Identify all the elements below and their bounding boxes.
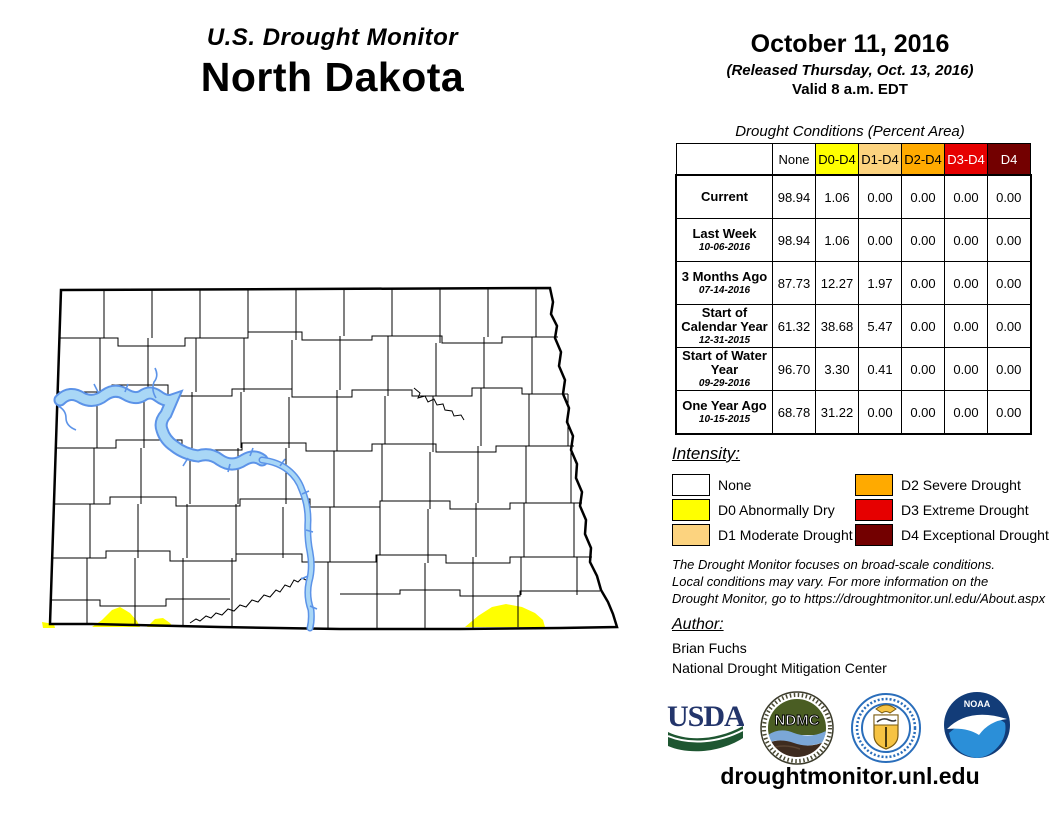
table-cell: 3.30 bbox=[815, 347, 859, 391]
noaa-logo: NOAA bbox=[944, 692, 1010, 758]
table-cell: 68.78 bbox=[772, 390, 816, 435]
table-cell: 0.00 bbox=[944, 390, 988, 435]
legend-grid: None D0 Abnormally Dry D1 Moderate Droug… bbox=[672, 472, 1049, 547]
disclaimer-text: The Drought Monitor focuses on broad-sca… bbox=[672, 557, 1046, 606]
table-cell: 0.00 bbox=[944, 347, 988, 391]
table-cell: 98.94 bbox=[772, 174, 816, 219]
intensity-legend: Intensity: None D0 Abnormally Dry D1 Mod… bbox=[672, 444, 1049, 547]
table-header-row: None D0-D4 D1-D4 D2-D4 D3-D4 D4 bbox=[675, 143, 1031, 176]
table-cell: 0.00 bbox=[987, 304, 1032, 348]
table-cell: 0.00 bbox=[987, 347, 1032, 391]
north-dakota-drought-map bbox=[42, 286, 619, 632]
table-cell: 0.00 bbox=[858, 390, 902, 435]
author-heading: Author: bbox=[672, 616, 724, 633]
table-cell: 96.70 bbox=[772, 347, 816, 391]
title-block: U.S. Drought Monitor North Dakota bbox=[40, 24, 625, 101]
table-row: Last Week 10-06-2016 98.94 1.06 0.00 0.00… bbox=[675, 218, 1032, 262]
page-title: North Dakota bbox=[200, 54, 465, 100]
river-lake-water bbox=[53, 367, 318, 632]
table-cell: 0.00 bbox=[858, 218, 902, 262]
table-cell: 0.00 bbox=[901, 174, 945, 219]
table-cell: 0.41 bbox=[858, 347, 902, 391]
table-cell: 1.06 bbox=[815, 174, 859, 219]
d0-swatch bbox=[672, 498, 710, 521]
report-date: October 11, 2016 bbox=[750, 30, 950, 58]
county-boundaries bbox=[52, 288, 600, 629]
table-cell: 5.47 bbox=[858, 304, 902, 348]
table-row: One Year Ago 10-15-2015 68.78 31.22 0.00 … bbox=[675, 390, 1032, 435]
none-swatch bbox=[672, 473, 710, 496]
table-cell: 0.00 bbox=[901, 390, 945, 435]
website-url: droughtmonitor.unl.edu bbox=[720, 763, 980, 789]
column-header-d3d4: D3-D4 bbox=[944, 143, 988, 176]
column-header-d4: D4 bbox=[987, 143, 1031, 176]
table-cell: 61.32 bbox=[772, 304, 816, 348]
legend-item: None bbox=[672, 472, 855, 497]
table-cell: 0.00 bbox=[944, 174, 988, 219]
table-cell: 0.00 bbox=[987, 218, 1032, 262]
usda-logo: USDA bbox=[667, 700, 744, 752]
date-block: October 11, 2016 (Released Thursday, Oct… bbox=[660, 30, 1040, 98]
table-row: Start of Water Year 09-29-2016 96.70 3.30… bbox=[675, 347, 1032, 391]
svg-text:NDMC: NDMC bbox=[775, 712, 820, 729]
table-caption: Drought Conditions (Percent Area) bbox=[735, 123, 965, 140]
row-label: Start of Calendar Year 12-31-2015 bbox=[675, 304, 773, 348]
legend-item: D2 Severe Drought bbox=[855, 472, 1047, 497]
author-organization: National Drought Mitigation Center bbox=[672, 660, 887, 676]
author-block: Author: Brian Fuchs National Drought Mit… bbox=[672, 616, 1047, 676]
table-cell: 0.00 bbox=[901, 304, 945, 348]
table-row: Start of Calendar Year 12-31-2015 61.32 3… bbox=[675, 304, 1032, 348]
table-cell: 0.00 bbox=[944, 218, 988, 262]
valid-time: Valid 8 a.m. EDT bbox=[792, 81, 908, 98]
table-cell: 31.22 bbox=[815, 390, 859, 435]
table-cell: 0.00 bbox=[987, 261, 1032, 305]
release-date: (Released Thursday, Oct. 13, 2016) bbox=[726, 62, 974, 79]
table-cell: 0.00 bbox=[901, 218, 945, 262]
table-row: Current 98.94 1.06 0.00 0.00 0.00 0.00 bbox=[675, 174, 1032, 219]
table-cell: 38.68 bbox=[815, 304, 859, 348]
row-label: Last Week 10-06-2016 bbox=[675, 218, 773, 262]
d2-swatch bbox=[855, 473, 893, 496]
ndmc-logo: NDMC bbox=[760, 691, 834, 765]
state-border bbox=[48, 286, 619, 631]
report-title: U.S. Drought Monitor bbox=[206, 24, 459, 51]
row-label: Current bbox=[675, 174, 773, 219]
table-cell: 0.00 bbox=[987, 390, 1032, 435]
legend-heading: Intensity: bbox=[672, 444, 741, 463]
table-cell: 0.00 bbox=[944, 304, 988, 348]
row-label: Start of Water Year 09-29-2016 bbox=[675, 347, 773, 391]
column-header-d0d4: D0-D4 bbox=[815, 143, 859, 176]
column-header-d2d4: D2-D4 bbox=[901, 143, 945, 176]
row-label: 3 Months Ago 07-14-2016 bbox=[675, 261, 773, 305]
table-cell: 0.00 bbox=[858, 174, 902, 219]
table-cell: 87.73 bbox=[772, 261, 816, 305]
column-header-d1d4: D1-D4 bbox=[858, 143, 902, 176]
table-cell: 0.00 bbox=[901, 261, 945, 305]
table-corner-cell bbox=[675, 143, 773, 176]
legend-item: D3 Extreme Drought bbox=[855, 497, 1047, 522]
table-cell: 1.06 bbox=[815, 218, 859, 262]
row-label: One Year Ago 10-15-2015 bbox=[675, 390, 773, 435]
table-cell: 98.94 bbox=[772, 218, 816, 262]
table-cell: 1.97 bbox=[858, 261, 902, 305]
d1-swatch bbox=[672, 523, 710, 546]
column-header-none: None bbox=[772, 143, 816, 176]
table-cell: 0.00 bbox=[987, 174, 1032, 219]
legend-item: D4 Exceptional Drought bbox=[855, 522, 1049, 547]
legend-item: D1 Moderate Drought bbox=[672, 522, 855, 547]
table-row: 3 Months Ago 07-14-2016 87.73 12.27 1.97 … bbox=[675, 261, 1032, 305]
table-cell: 0.00 bbox=[901, 347, 945, 391]
svg-text:USDA: USDA bbox=[667, 700, 744, 733]
svg-text:NOAA: NOAA bbox=[964, 699, 991, 709]
legend-item: D0 Abnormally Dry bbox=[672, 497, 855, 522]
drought-conditions-table: None D0-D4 D1-D4 D2-D4 D3-D4 D4 Current … bbox=[675, 143, 1032, 435]
table-cell: 0.00 bbox=[944, 261, 988, 305]
table-cell: 12.27 bbox=[815, 261, 859, 305]
d4-swatch bbox=[855, 523, 893, 546]
author-name: Brian Fuchs bbox=[672, 640, 747, 656]
d3-swatch bbox=[855, 498, 893, 521]
department-of-commerce-seal bbox=[851, 693, 921, 763]
